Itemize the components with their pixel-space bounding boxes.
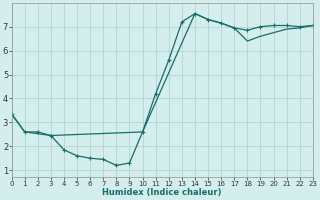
X-axis label: Humidex (Indice chaleur): Humidex (Indice chaleur) [102,188,222,197]
